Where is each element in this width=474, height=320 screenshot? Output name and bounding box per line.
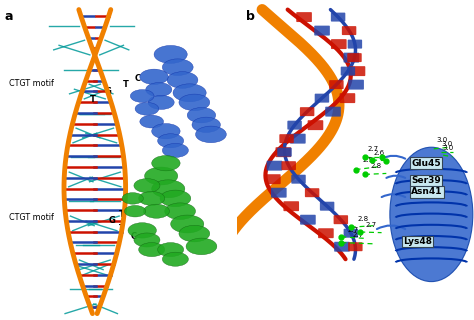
Text: 2.7: 2.7 — [368, 146, 379, 152]
FancyBboxPatch shape — [331, 12, 346, 21]
FancyBboxPatch shape — [350, 66, 365, 76]
Ellipse shape — [135, 102, 159, 115]
Ellipse shape — [134, 233, 160, 247]
Text: T: T — [118, 210, 124, 219]
FancyBboxPatch shape — [341, 67, 355, 76]
Text: CTGT motif: CTGT motif — [9, 213, 55, 222]
Ellipse shape — [130, 90, 154, 102]
FancyBboxPatch shape — [267, 161, 283, 171]
FancyBboxPatch shape — [305, 188, 319, 197]
FancyBboxPatch shape — [348, 242, 363, 251]
FancyBboxPatch shape — [287, 121, 302, 130]
FancyBboxPatch shape — [300, 107, 314, 116]
FancyBboxPatch shape — [296, 12, 312, 22]
Text: 2.7: 2.7 — [352, 232, 364, 238]
Ellipse shape — [162, 143, 188, 157]
Text: T: T — [123, 80, 129, 89]
Text: T: T — [118, 224, 124, 233]
Ellipse shape — [122, 193, 143, 204]
FancyBboxPatch shape — [344, 229, 358, 238]
FancyBboxPatch shape — [347, 53, 362, 62]
FancyBboxPatch shape — [339, 93, 355, 103]
FancyBboxPatch shape — [344, 53, 359, 63]
FancyBboxPatch shape — [320, 202, 334, 211]
Text: Lys48: Lys48 — [403, 237, 432, 246]
Ellipse shape — [152, 124, 180, 139]
Text: 2.9: 2.9 — [363, 157, 374, 163]
Ellipse shape — [173, 84, 206, 102]
Ellipse shape — [152, 156, 180, 171]
Text: G: G — [104, 87, 111, 96]
Ellipse shape — [134, 179, 160, 193]
Text: 2.8: 2.8 — [357, 216, 368, 221]
FancyBboxPatch shape — [314, 26, 330, 36]
Ellipse shape — [140, 115, 164, 128]
FancyBboxPatch shape — [347, 40, 362, 49]
Ellipse shape — [167, 72, 198, 88]
Text: 2.6: 2.6 — [374, 149, 385, 156]
Ellipse shape — [145, 167, 178, 185]
Ellipse shape — [165, 203, 195, 220]
Ellipse shape — [152, 180, 185, 198]
FancyBboxPatch shape — [342, 26, 356, 35]
FancyBboxPatch shape — [277, 148, 292, 157]
Ellipse shape — [157, 134, 183, 148]
Ellipse shape — [179, 225, 210, 242]
FancyBboxPatch shape — [334, 242, 350, 252]
Text: 2.7: 2.7 — [365, 221, 376, 228]
Text: G: G — [109, 216, 116, 225]
Text: Ser39: Ser39 — [411, 176, 441, 185]
Text: 3.0: 3.0 — [442, 145, 454, 151]
Text: CTGT motif: CTGT motif — [9, 79, 55, 88]
Text: T: T — [90, 95, 96, 104]
Ellipse shape — [157, 243, 183, 257]
FancyBboxPatch shape — [283, 201, 299, 211]
FancyBboxPatch shape — [290, 134, 306, 144]
Text: 2.8: 2.8 — [370, 163, 381, 169]
Ellipse shape — [143, 204, 170, 218]
Ellipse shape — [140, 69, 168, 84]
FancyBboxPatch shape — [282, 161, 296, 170]
Ellipse shape — [138, 191, 165, 205]
Ellipse shape — [192, 117, 220, 132]
Ellipse shape — [160, 190, 191, 207]
Text: C: C — [130, 232, 137, 241]
FancyBboxPatch shape — [348, 80, 364, 90]
Text: 2.7: 2.7 — [347, 227, 359, 233]
Ellipse shape — [179, 94, 210, 111]
Ellipse shape — [148, 95, 174, 109]
Ellipse shape — [187, 108, 216, 123]
Text: 3.0: 3.0 — [437, 137, 447, 143]
Ellipse shape — [186, 238, 217, 255]
FancyBboxPatch shape — [265, 174, 281, 184]
Ellipse shape — [171, 215, 204, 233]
Ellipse shape — [128, 223, 156, 238]
Ellipse shape — [195, 126, 227, 143]
Text: Glu45: Glu45 — [411, 159, 441, 168]
FancyBboxPatch shape — [292, 175, 306, 184]
Ellipse shape — [138, 243, 165, 257]
Ellipse shape — [146, 83, 172, 97]
FancyBboxPatch shape — [331, 39, 346, 49]
Text: b: b — [246, 10, 255, 23]
FancyBboxPatch shape — [334, 215, 348, 224]
FancyBboxPatch shape — [275, 147, 291, 157]
FancyBboxPatch shape — [325, 107, 341, 116]
FancyBboxPatch shape — [318, 228, 334, 238]
Text: a: a — [5, 10, 13, 23]
FancyBboxPatch shape — [308, 120, 323, 130]
FancyBboxPatch shape — [279, 134, 294, 143]
Ellipse shape — [162, 59, 193, 76]
Text: 3.0: 3.0 — [441, 141, 452, 147]
Ellipse shape — [390, 147, 473, 282]
FancyBboxPatch shape — [300, 215, 316, 225]
FancyBboxPatch shape — [271, 188, 287, 198]
Text: Asn41: Asn41 — [411, 188, 443, 196]
Ellipse shape — [124, 205, 146, 217]
Text: C: C — [135, 74, 141, 83]
Ellipse shape — [154, 45, 187, 63]
Ellipse shape — [162, 252, 188, 266]
FancyBboxPatch shape — [315, 94, 329, 103]
FancyBboxPatch shape — [329, 80, 344, 89]
